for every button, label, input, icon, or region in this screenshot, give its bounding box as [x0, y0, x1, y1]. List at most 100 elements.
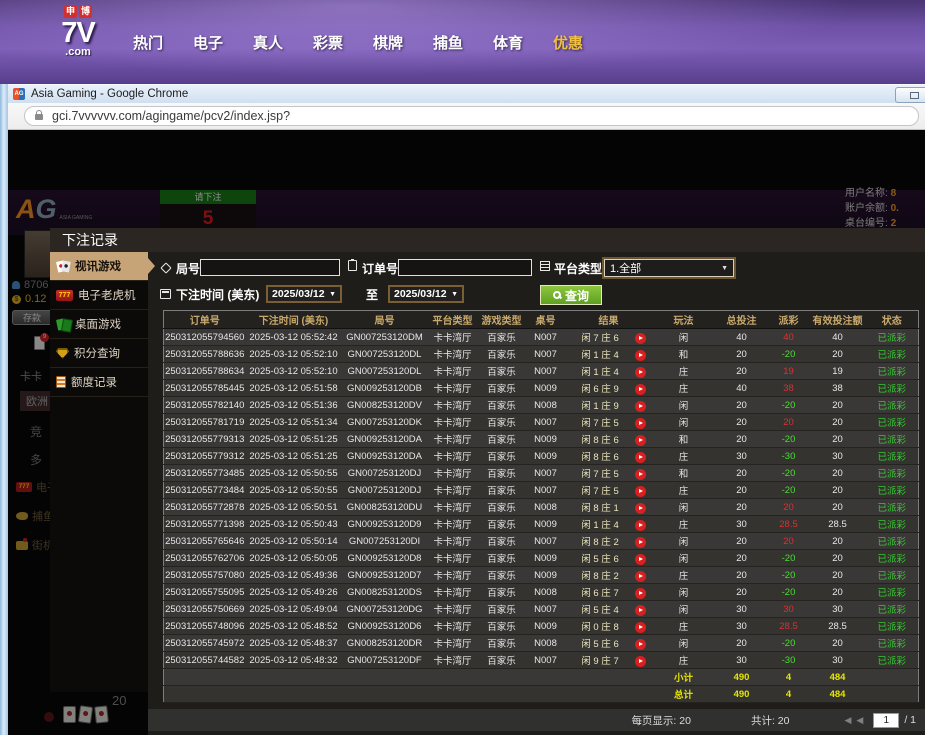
cell: 2025-03-12 05:49:26: [245, 583, 342, 601]
nav-item-5[interactable]: 棋牌: [372, 34, 403, 52]
search-button[interactable]: 查询: [540, 285, 602, 305]
cell: 250312055744582: [163, 651, 246, 669]
result-cell: 闲 8 庄 6: [565, 447, 652, 465]
sidebar-item-视讯游戏[interactable]: 视讯游戏: [50, 252, 155, 281]
play-icon[interactable]: [635, 604, 646, 616]
grand-total-row: 总计 490 4 484: [163, 685, 919, 703]
cell: GN009253120DB: [341, 379, 428, 397]
sidebar-item-桌面游戏[interactable]: 桌面游戏: [50, 310, 148, 339]
site-logo[interactable]: 申 博 7V .com: [52, 5, 104, 58]
cell: 已派彩: [865, 583, 919, 601]
play-icon[interactable]: [635, 553, 646, 565]
cell: 百家乐: [477, 634, 526, 652]
nav-item-4[interactable]: 彩票: [312, 34, 343, 52]
cell: 卡卡湾厅: [427, 430, 478, 448]
play-icon[interactable]: [635, 417, 646, 429]
cell: -30: [767, 651, 810, 669]
cell: 2025-03-12 05:49:36: [245, 566, 342, 584]
date-from-picker[interactable]: 2025/03/12 ▼: [266, 285, 342, 303]
play-icon[interactable]: [635, 485, 646, 497]
play-icon[interactable]: [635, 621, 646, 633]
sidebar-item-label: 额度记录: [71, 377, 117, 389]
result-text: 闲 1 庄 4: [581, 350, 619, 361]
chip-icon: [44, 712, 54, 722]
cell: 28.5: [809, 515, 866, 533]
cell: GN009253120D6: [341, 617, 428, 635]
nav-item-2[interactable]: 电子: [192, 34, 223, 52]
sidebar-item-积分查询[interactable]: 积分查询: [50, 339, 148, 368]
play-icon[interactable]: [635, 502, 646, 514]
first-page-arrow-icon[interactable]: ◀: [844, 714, 852, 725]
lobby-item-fishing: 捕鱼: [16, 508, 54, 524]
table-row: 250312055788636 2025-03-12 05:52:10 GN0072…: [163, 345, 919, 363]
browser-title-bar: AG Asia Gaming - Google Chrome: [8, 84, 925, 103]
round-input[interactable]: [200, 259, 340, 276]
play-icon[interactable]: [635, 638, 646, 650]
play-icon[interactable]: [635, 332, 646, 344]
cell: 250312055773485: [163, 464, 246, 482]
play-icon[interactable]: [635, 587, 646, 599]
play-icon[interactable]: [635, 655, 646, 667]
table-row: 250312055744582 2025-03-12 05:48:32 GN0072…: [163, 651, 919, 669]
cell: 250312055771398: [163, 515, 246, 533]
lobby-item-duo: 多: [30, 453, 43, 467]
prev-page-arrow-icon[interactable]: ◀: [856, 714, 864, 725]
sidebar-item-额度记录[interactable]: 额度记录: [50, 368, 148, 397]
play-icon[interactable]: [635, 451, 646, 463]
window-maximize-button[interactable]: [895, 87, 925, 103]
nav-item-3[interactable]: 真人: [252, 34, 283, 52]
play-icon[interactable]: [635, 383, 646, 395]
column-header: 结果: [565, 310, 652, 329]
play-icon[interactable]: [635, 536, 646, 548]
sidebar-item-label: 视讯游戏: [75, 261, 121, 273]
order-input[interactable]: [398, 259, 532, 276]
play-icon[interactable]: [635, 349, 646, 361]
nav-item-8[interactable]: 优惠: [552, 34, 583, 52]
date-to-picker[interactable]: 2025/03/12 ▼: [388, 285, 464, 303]
play-icon[interactable]: [635, 400, 646, 412]
cell: 20: [809, 430, 866, 448]
play-icon[interactable]: [635, 519, 646, 531]
cell: 250312055785445: [163, 379, 246, 397]
cell: GN007253120DG: [341, 600, 428, 618]
table-cards-icon: [56, 318, 70, 331]
result-text: 闲 1 庄 4: [581, 367, 619, 378]
cell: 闲: [651, 600, 716, 618]
play-icon[interactable]: [635, 570, 646, 582]
cell: 卡卡湾厅: [427, 515, 478, 533]
play-icon[interactable]: [635, 366, 646, 378]
play-icon[interactable]: [635, 468, 646, 480]
cell: 已派彩: [865, 362, 919, 380]
date-from-value: 2025/03/12: [272, 288, 325, 300]
cell: 百家乐: [477, 447, 526, 465]
result-text: 闲 8 庄 6: [581, 452, 619, 463]
nav-item-7[interactable]: 体育: [492, 34, 523, 52]
table-row: 250312055771398 2025-03-12 05:50:43 GN0092…: [163, 515, 919, 533]
column-header: 总投注: [715, 310, 768, 329]
platform-selected-value: 1.全部: [610, 263, 642, 275]
person-icon: [12, 281, 20, 289]
chevron-down-icon: ▼: [451, 290, 458, 298]
cell: 2025-03-12 05:48:37: [245, 634, 342, 652]
cell: 已派彩: [865, 532, 919, 550]
cell: 19: [809, 362, 866, 380]
lobby-item-europe: 欧洲: [20, 391, 54, 411]
result-text: 闲 7 庄 5: [581, 418, 619, 429]
address-bar[interactable]: gci.7vvvvvv.com/agingame/pcv2/index.jsp?: [24, 106, 919, 126]
page-number-input[interactable]: [873, 712, 900, 728]
cell: 20: [715, 481, 768, 499]
nav-item-6[interactable]: 捕鱼: [432, 34, 463, 52]
cell: GN008253120DU: [341, 498, 428, 516]
play-icon[interactable]: [635, 434, 646, 446]
cell: -20: [767, 396, 810, 414]
cell: 30: [767, 600, 810, 618]
site-top-bar: 申 博 7V .com 热门 电子 真人 彩票 棋牌 捕鱼 体育 优惠: [0, 0, 925, 84]
nav-item-1[interactable]: 热门: [132, 34, 163, 52]
platform-select[interactable]: 1.全部 ▼: [604, 259, 734, 277]
result-cell: 闲 1 庄 4: [565, 362, 652, 380]
cell: 250312055765646: [163, 532, 246, 550]
cell: 250312055794560: [163, 328, 246, 346]
account-balance: 账户余额: 0.: [845, 203, 899, 214]
sidebar-item-电子老虎机[interactable]: 电子老虎机: [50, 281, 148, 310]
